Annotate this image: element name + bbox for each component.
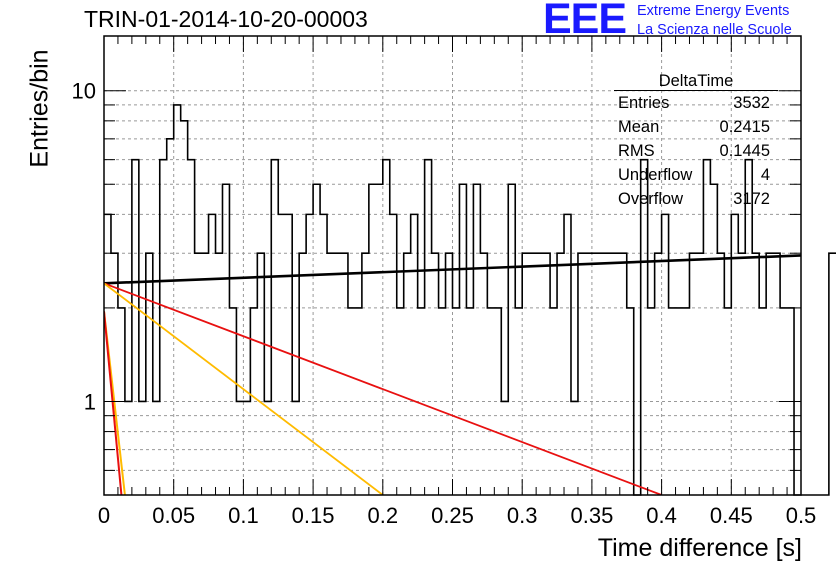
fit-line-5 <box>104 311 123 495</box>
x-tick-label: 0.2 <box>368 503 399 528</box>
organization-line-2: La Scienza nelle Scuole <box>637 22 792 38</box>
stats-label: Entries <box>618 94 670 112</box>
fit-line-2 <box>104 282 662 495</box>
stats-value: 0.1445 <box>719 142 770 160</box>
stats-value: 4 <box>760 166 770 184</box>
x-tick-label: 0.25 <box>431 503 474 528</box>
stats-label: RMS <box>618 142 655 160</box>
x-tick-label: 0.5 <box>786 503 817 528</box>
stats-value: 3532 <box>733 94 770 112</box>
x-axis-label: Time difference [s] <box>597 534 802 562</box>
stats-label: Mean <box>618 118 660 136</box>
x-tick-label: 0.05 <box>152 503 195 528</box>
stats-box: DeltaTime Entries 3532 Mean 0.2415 RMS 0.14… <box>614 72 778 211</box>
eee-logo: EEE <box>543 0 627 43</box>
organization-line-1: Extreme Energy Events <box>637 3 790 19</box>
stats-title: DeltaTime <box>614 72 778 91</box>
stats-row-entries: Entries 3532 <box>614 91 778 115</box>
stats-value: 0.2415 <box>719 118 770 136</box>
fit-line-3 <box>104 282 384 495</box>
x-tick-label: 0 <box>98 503 110 528</box>
stats-row-overflow: Overflow 3172 <box>614 187 778 211</box>
x-tick-label: 0.35 <box>570 503 613 528</box>
x-tick-label: 0.4 <box>646 503 677 528</box>
y-axis-label: Entries/bin <box>25 49 54 168</box>
stats-value: 3172 <box>733 190 770 208</box>
x-tick-label: 0.45 <box>710 503 753 528</box>
stats-label: Overflow <box>618 190 684 208</box>
stats-row-underflow: Underflow 4 <box>614 163 778 187</box>
stats-label: Underflow <box>618 166 693 184</box>
stats-row-mean: Mean 0.2415 <box>614 115 778 139</box>
y-tick-label: 10 <box>72 79 96 104</box>
chart-title: TRIN-01-2014-10-20-00003 <box>84 6 368 32</box>
y-tick-label: 1 <box>84 389 96 414</box>
x-tick-label: 0.15 <box>292 503 335 528</box>
organization-name: Extreme Energy Events La Scienza nelle S… <box>637 2 792 40</box>
x-tick-label: 0.1 <box>228 503 259 528</box>
fit-line-1 <box>104 254 801 285</box>
stats-row-rms: RMS 0.1445 <box>614 139 778 163</box>
histogram-line <box>104 104 836 496</box>
x-tick-label: 0.3 <box>507 503 538 528</box>
